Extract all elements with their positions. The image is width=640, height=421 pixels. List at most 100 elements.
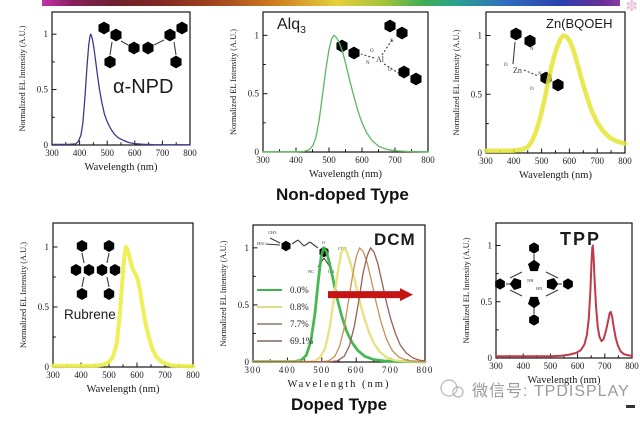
x-tick-label: 700 [598,361,612,371]
svg-text:HN: HN [536,286,543,291]
series-curve-TPP [495,244,633,358]
x-tick-label: 500 [535,156,549,166]
x-tick-label: 600 [348,365,365,375]
x-axis-label: Wavelength (nm) [85,162,158,173]
y-tick-label: 0.5 [238,300,250,310]
svg-text:N: N [530,47,534,52]
y-tick-label: 0 [245,357,250,367]
watermark: 微信号: TPDISPLAY [438,376,630,402]
corner-watermark-icon: ✽ [625,0,638,15]
y-axis-label: Normalized EL Intensity (A.U.) [452,29,461,135]
y-tick-label: 1 [478,31,483,41]
y-tick-label: 0 [488,353,493,363]
series-curve-Rubrene [51,245,195,369]
x-axis-label: Wavelength (nm) [519,170,592,181]
svg-text:Al: Al [376,55,385,64]
series-curve-0.8% [251,246,427,363]
panel-alq3: 300 400 500 600 700 800 0 0.5 1 Wavelength (nm) No… [227,4,440,192]
panel-alpha-npd: 300 400 500 600 700 800 0 0.5 1 Wavelength (nm) No… [16,4,202,185]
x-tick-label: 400 [279,365,296,375]
y-tick-label: 0 [478,148,483,158]
y-tick-label: 1 [488,241,493,251]
x-tick-label: 300 [45,148,59,158]
svg-text:NH: NH [527,278,534,283]
y-axis-label: Normalized EL Intensity (A.U.) [462,237,471,343]
x-tick-label: 600 [563,156,577,166]
svg-text:NC: NC [308,269,314,274]
legend-item: 69.1% [257,332,313,349]
series-curve-69.1% [252,247,426,363]
spectrum-plot: 300 400 500 600 700 800 0 0.5 1 Wavelength (nm) No… [462,222,639,386]
x-tick-label: 300 [244,365,261,375]
zn-complex-molecule: Zn N O N O [504,27,564,92]
spectrum-plot: 300 400 500 600 700 800 0 0.5 1 Wavelength (nm) No… [18,11,197,173]
tpp-molecule: NH HN [495,242,573,326]
x-tick-label: 600 [128,148,142,158]
series-curve-a-NPD [51,33,191,146]
svg-text:N: N [390,39,394,44]
svg-text:O: O [530,87,534,92]
x-tick-label: 600 [355,155,369,165]
legend-label: 0.8% [290,301,309,312]
section-label-non-doped: Non-doped Type [276,185,409,204]
series-curve-Alq3 [262,34,429,153]
legend-item: 0.0% [257,281,313,298]
series-curve-0.0% [251,246,427,364]
x-tick-label: 400 [73,148,87,158]
legend-item: 0.8% [257,298,313,315]
x-tick-label: 300 [479,156,493,166]
x-tick-label: 400 [516,361,530,371]
bottom-corner-mark [626,405,635,408]
legend-line-swatch [257,322,282,325]
x-axis-label: Wavelength (nm) [309,169,382,180]
legend-label: 7.7% [290,318,309,329]
svg-text:O: O [504,63,508,68]
y-tick-label: 0.5 [481,297,493,307]
y-tick-label: 0.5 [37,85,49,95]
x-tick-label: 700 [590,156,604,166]
watermark-icon [440,379,464,398]
x-tick-label: 500 [102,370,116,380]
y-axis-label: Normalized EL Intensity (A.U.) [18,25,27,131]
x-tick-label: 700 [382,365,399,375]
x-tick-label: 800 [183,148,197,158]
legend-label: 0.0% [290,284,309,295]
spectrum-plot: 300 400 500 600 700 800 0 0.5 1 Wavelength (nm) No… [19,222,200,395]
svg-text:O: O [370,49,374,54]
alpha-npd-molecule [98,21,188,69]
svg-text:Zn: Zn [513,66,522,75]
panel-tpp: 300 400 500 600 700 800 0 0.5 1 Wavelength (nm) No… [460,215,640,398]
y-tick-label: 1 [245,243,250,253]
chart-title-zn-bqoeh: Zn(BQOEH [546,16,613,31]
alq3-molecule: Al N O N O [336,19,422,86]
x-tick-label: 300 [489,361,503,371]
panel-rubrene: 300 400 500 600 700 800 0 0.5 1 Wavelength (nm) No… [17,215,205,407]
panel-dcm: 0.0% 0.8% 7.7% 69.1% 300 400 500 600 700 800 0… [217,217,437,402]
x-tick-label: 800 [625,361,639,371]
legend-label: 69.1% [290,335,314,346]
x-tick-label: 400 [507,156,521,166]
x-tick-label: 800 [186,370,200,380]
x-tick-label: 500 [322,155,336,165]
svg-text:O: O [322,240,326,245]
svg-text:N: N [538,72,542,77]
y-tick-label: 0 [45,362,50,372]
y-axis-label: Normalized EL Intensity (A.U.) [19,242,28,348]
x-tick-label: 500 [313,365,330,375]
svg-text:N: N [366,61,370,66]
legend-line-swatch [257,339,282,342]
panel-zn-bqoeh: 300 400 500 600 700 800 0 0.5 1 Wavelength (nm) No… [450,4,637,193]
spectrum-plot: 300 400 500 600 700 800 0 0.5 1 Wavelength (nm) No… [229,11,435,180]
red-shift-arrow-head [399,288,413,302]
x-tick-label: 400 [289,155,303,165]
x-tick-label: 700 [388,155,402,165]
x-tick-label: 400 [74,370,88,380]
y-axis-label: Normalized EL Intensity (A.U.) [219,240,228,346]
legend-item: 7.7% [257,315,313,332]
series-curve-Zn(BQOEH [483,33,628,153]
x-tick-label: 800 [416,365,433,375]
y-tick-label: 0.5 [248,89,260,99]
y-tick-label: 0.5 [471,89,483,99]
y-tick-label: 0 [44,140,49,150]
